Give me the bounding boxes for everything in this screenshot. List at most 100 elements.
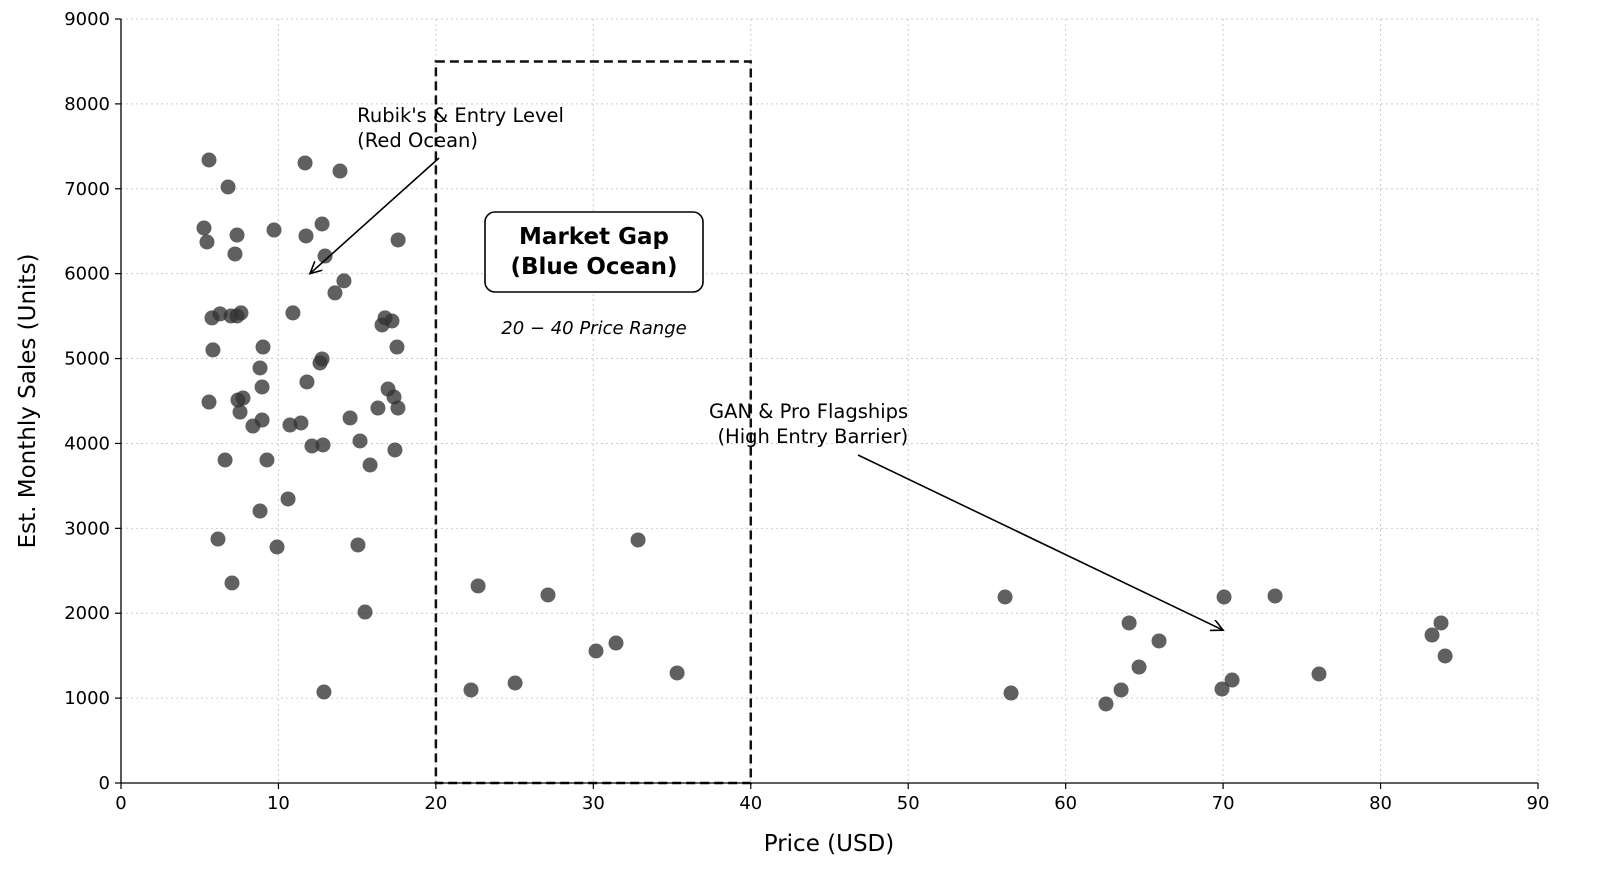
x-tick-label: 60 — [1054, 793, 1077, 814]
data-point — [1121, 615, 1137, 631]
data-point — [669, 665, 685, 681]
data-point — [227, 246, 243, 262]
data-point — [470, 578, 486, 594]
data-point — [220, 179, 236, 195]
data-point — [1214, 681, 1230, 697]
data-point — [285, 305, 301, 321]
data-point — [1216, 589, 1232, 605]
data-point — [327, 285, 343, 301]
data-point — [210, 531, 226, 547]
data-point — [336, 273, 352, 289]
axes: 0 10 20 30 40 50 60 70 80 90 0 1000 2000 3000 4000 5000… — [64, 9, 1549, 814]
data-point — [1424, 627, 1440, 643]
data-point — [1003, 685, 1019, 701]
x-tick-label: 10 — [267, 793, 290, 814]
data-point — [387, 442, 403, 458]
data-point — [224, 575, 240, 591]
data-point — [235, 390, 251, 406]
data-point — [463, 682, 479, 698]
data-point — [352, 433, 368, 449]
data-point — [390, 232, 406, 248]
x-axis-label: Price (USD) — [764, 831, 895, 857]
data-point — [384, 313, 400, 329]
data-point — [1311, 666, 1327, 682]
data-point — [269, 539, 285, 555]
data-point — [293, 415, 309, 431]
y-tick-label: 7000 — [64, 179, 110, 200]
data-point — [332, 163, 348, 179]
data-point — [252, 360, 268, 376]
data-point — [233, 305, 249, 321]
data-point — [630, 532, 646, 548]
data-point — [299, 374, 315, 390]
data-point — [280, 491, 296, 507]
x-tick-label: 50 — [897, 793, 920, 814]
gap-label-line-1: Market Gap — [519, 224, 669, 250]
y-tick-label: 0 — [99, 773, 110, 794]
data-point — [507, 675, 523, 691]
data-point — [254, 379, 270, 395]
y-tick-label: 1000 — [64, 688, 110, 709]
x-tick-label: 20 — [424, 793, 447, 814]
data-point — [232, 404, 248, 420]
data-point — [196, 220, 212, 236]
x-tick-label: 30 — [582, 793, 605, 814]
annotation-text: (High Entry Barrier) — [717, 425, 908, 448]
data-point — [266, 222, 282, 238]
annotation-arrow — [310, 157, 440, 274]
x-tick-label: 90 — [1527, 793, 1550, 814]
data-point — [201, 394, 217, 410]
data-point — [317, 248, 333, 264]
data-point — [1267, 588, 1283, 604]
data-point — [304, 438, 320, 454]
data-point — [205, 342, 221, 358]
data-point — [229, 227, 245, 243]
data-point — [201, 152, 217, 168]
data-point — [199, 234, 215, 250]
x-tick-label: 70 — [1212, 793, 1235, 814]
data-points — [196, 152, 1453, 712]
data-point — [362, 457, 378, 473]
y-tick-label: 2000 — [64, 603, 110, 624]
data-point — [1131, 659, 1147, 675]
data-point — [255, 339, 271, 355]
data-point — [997, 589, 1013, 605]
data-point — [1113, 682, 1129, 698]
data-point — [1151, 633, 1167, 649]
data-point — [297, 155, 313, 171]
y-tick-label: 9000 — [64, 9, 110, 30]
data-point — [259, 452, 275, 468]
gap-sublabel: 20 − 40 Price Range — [501, 318, 686, 339]
annotation-text: GAN & Pro Flagships — [709, 400, 908, 423]
data-point — [217, 452, 233, 468]
x-tick-label: 80 — [1369, 793, 1392, 814]
data-point — [540, 587, 556, 603]
data-point — [370, 400, 386, 416]
gap-label-line-2: (Blue Ocean) — [510, 254, 677, 280]
grid — [120, 18, 1539, 784]
data-point — [1437, 648, 1453, 664]
data-point — [357, 604, 373, 620]
gap-label-box: Market Gap (Blue Ocean) — [484, 211, 704, 293]
annotations: Rubik's & Entry Level(Red Ocean) GAN & Pr… — [310, 104, 1223, 630]
data-point — [315, 437, 331, 453]
data-point — [252, 503, 268, 519]
y-tick-label: 6000 — [64, 264, 110, 285]
data-point — [312, 355, 328, 371]
data-point — [316, 684, 332, 700]
annotation-text: Rubik's & Entry Level — [357, 104, 564, 127]
data-point — [588, 643, 604, 659]
x-tick-label: 0 — [115, 793, 126, 814]
data-point — [1098, 696, 1114, 712]
data-point — [350, 537, 366, 553]
data-point — [389, 339, 405, 355]
data-point — [314, 216, 330, 232]
data-point — [1433, 615, 1449, 631]
data-point — [342, 410, 358, 426]
data-point — [245, 418, 261, 434]
data-point — [1224, 672, 1240, 688]
y-tick-label: 3000 — [64, 518, 110, 539]
annotation-arrow — [857, 454, 1223, 630]
y-tick-label: 5000 — [64, 349, 110, 370]
